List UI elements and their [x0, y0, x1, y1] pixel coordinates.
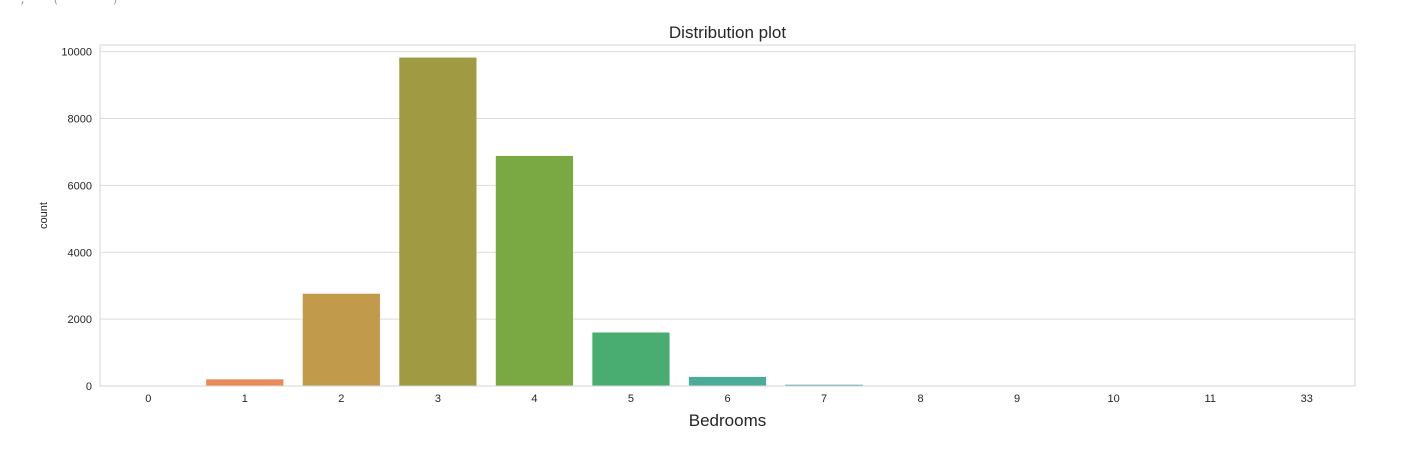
bar-2	[303, 294, 380, 386]
x-tick-label: 9	[1014, 393, 1020, 405]
bar-5	[592, 332, 669, 386]
y-tick-label: 0	[86, 381, 92, 393]
y-tick-label: 10000	[61, 47, 92, 59]
plot-frame	[100, 45, 1355, 386]
x-tick-label: 8	[918, 393, 924, 405]
x-tick-label: 1	[242, 393, 248, 405]
x-axis-ticks: 0 1 2 3 4 5 6 7 8 9 10 11 33	[145, 393, 1313, 405]
x-tick-label: 4	[531, 393, 537, 405]
x-tick-label: 7	[821, 393, 827, 405]
bar-4	[496, 156, 573, 386]
grid-lines	[100, 52, 1355, 386]
x-tick-label: 5	[628, 393, 634, 405]
chart-title: Distribution plot	[669, 23, 786, 42]
x-tick-label: 0	[145, 393, 151, 405]
x-tick-label: 3	[435, 393, 441, 405]
x-tick-label: 10	[1108, 393, 1120, 405]
bar-3	[399, 58, 476, 386]
y-axis-title: count	[38, 202, 50, 229]
y-tick-label: 2000	[68, 314, 92, 326]
x-tick-label: 6	[724, 393, 730, 405]
y-tick-label: 8000	[68, 114, 92, 126]
y-tick-label: 4000	[68, 247, 92, 259]
x-tick-label: 33	[1301, 393, 1313, 405]
x-axis-title: Bedrooms	[689, 411, 766, 430]
x-tick-label: 11	[1204, 393, 1215, 405]
y-axis-ticks: 0 2000 4000 6000 8000 10000	[61, 47, 92, 393]
x-tick-label: 2	[338, 393, 344, 405]
bar-1	[206, 379, 283, 386]
y-tick-label: 6000	[68, 180, 92, 192]
bar-6	[689, 377, 766, 386]
bars	[110, 58, 1346, 386]
